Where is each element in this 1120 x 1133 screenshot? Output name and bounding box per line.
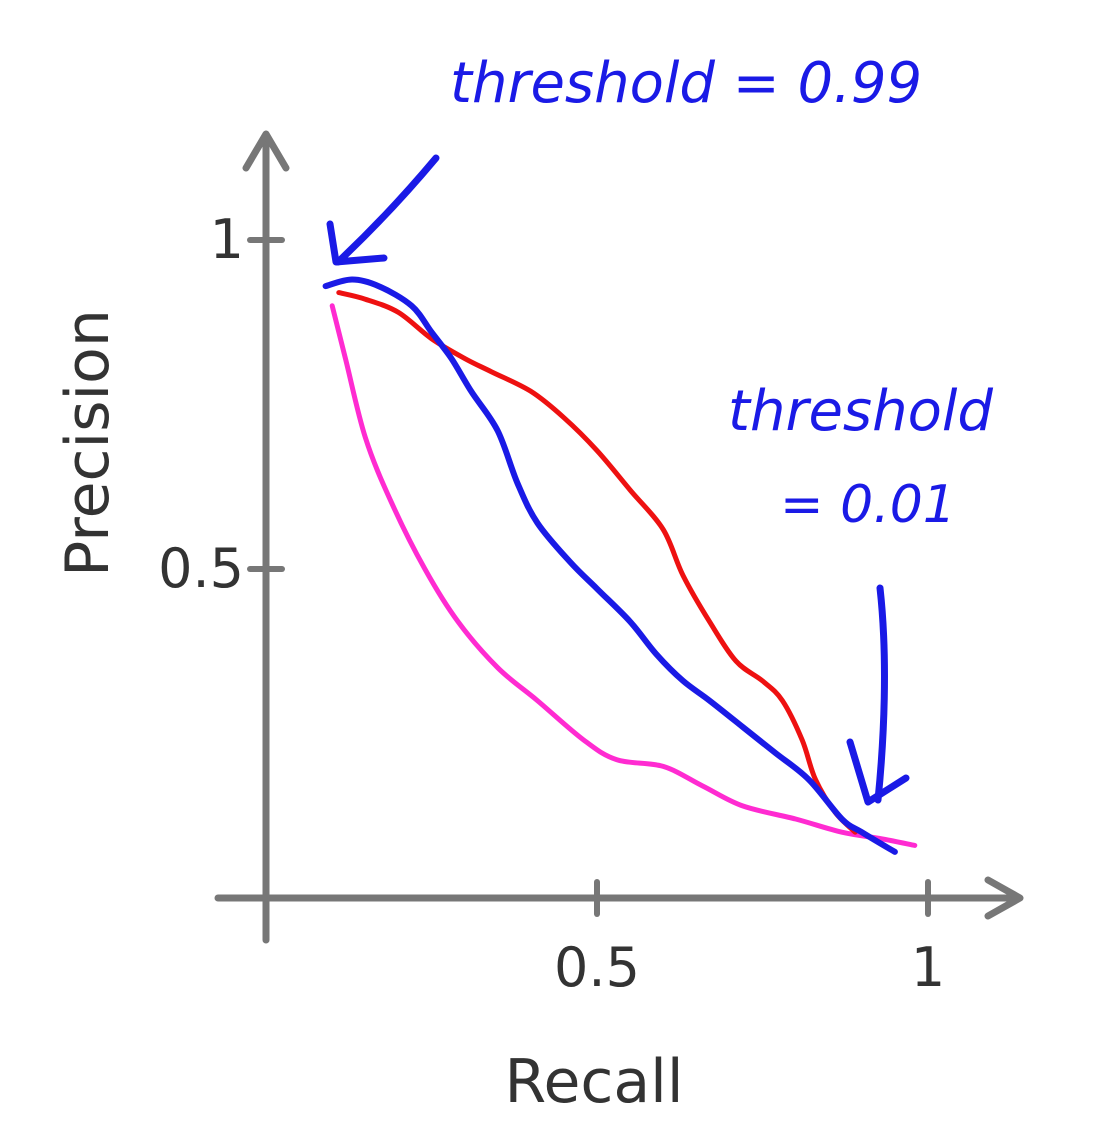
annotation-right-line2: = 0.01 <box>780 475 956 535</box>
annotation-top: threshold = 0.99 <box>450 51 922 116</box>
y-axis-arrow <box>242 130 290 172</box>
x-axis-label: Recall <box>504 1047 683 1117</box>
y-tick-label: 1 <box>210 208 244 271</box>
y-tick-label: 0.5 <box>158 537 244 600</box>
x-axis <box>214 876 1024 920</box>
series-group <box>322 276 918 855</box>
y-axis <box>242 130 290 944</box>
x-tick-label: 0.5 <box>554 936 640 999</box>
y-axis-label: Precision <box>53 309 123 577</box>
series-line-blue <box>322 276 898 855</box>
y-ticks: 0.51 <box>158 208 285 600</box>
x-ticks: 0.5 1 <box>554 879 945 999</box>
annotation-right-line1: threshold <box>728 379 993 444</box>
annotation-arrow-top <box>326 154 440 266</box>
x-axis-arrow <box>984 876 1024 920</box>
series-line-magenta <box>329 303 918 848</box>
annotation-arrow-right <box>846 584 910 806</box>
x-tick-label: 1 <box>911 936 945 999</box>
